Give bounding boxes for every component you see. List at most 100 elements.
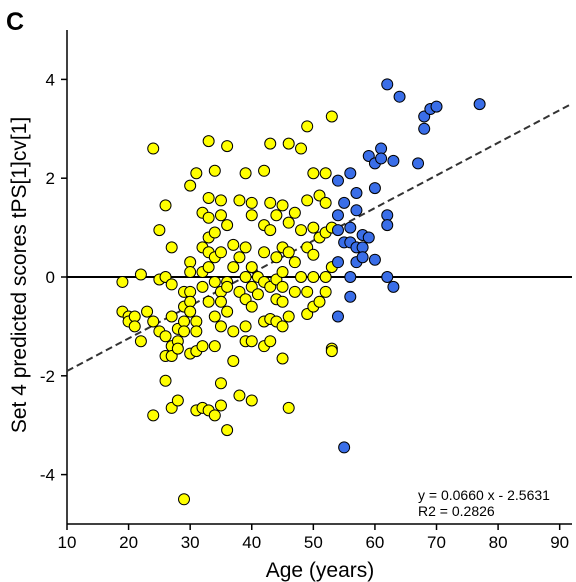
data-point-yellow: [171, 342, 184, 355]
data-point-yellow: [233, 194, 246, 207]
data-point-blue: [344, 271, 357, 283]
data-point-blue: [331, 310, 344, 323]
data-point-yellow: [128, 310, 141, 323]
data-point-yellow: [214, 295, 227, 308]
regression-r2: R2 = 0.2826: [418, 503, 495, 519]
data-point-yellow: [239, 167, 252, 180]
data-point-blue: [393, 90, 406, 103]
data-point-blue: [368, 253, 381, 266]
data-point-blue: [418, 122, 431, 135]
data-point-blue: [430, 100, 443, 113]
data-point-yellow: [282, 216, 295, 229]
data-point-yellow: [325, 110, 338, 123]
data-point-blue: [356, 241, 369, 254]
data-point-yellow: [282, 137, 295, 150]
data-point-yellow: [233, 389, 246, 402]
data-point-yellow: [214, 399, 227, 412]
data-point-yellow: [227, 325, 240, 338]
y-tick-label: -4: [40, 466, 55, 485]
data-point-yellow: [159, 374, 172, 387]
data-point-blue: [381, 271, 394, 283]
data-point-yellow: [245, 394, 258, 407]
data-point-yellow: [159, 199, 172, 212]
x-axis-label: Age (years): [266, 559, 375, 582]
data-point-blue: [381, 209, 394, 222]
data-point-yellow: [214, 320, 227, 333]
data-point-blue: [381, 219, 394, 232]
data-point-yellow: [325, 345, 338, 358]
data-point-yellow: [313, 295, 326, 308]
data-point-yellow: [147, 409, 160, 422]
y-tick-label: 2: [46, 169, 55, 188]
data-point-yellow: [221, 219, 234, 232]
data-point-yellow: [264, 224, 277, 237]
regression-line: [66, 102, 573, 372]
data-point-yellow: [307, 271, 320, 283]
data-point-yellow: [134, 268, 147, 281]
x-tick-label: 50: [304, 533, 323, 552]
data-point-blue: [338, 196, 351, 209]
data-point-yellow: [184, 266, 197, 279]
data-point-yellow: [245, 261, 258, 274]
data-point-yellow: [190, 167, 203, 180]
data-point-yellow: [153, 224, 166, 237]
data-point-yellow: [319, 196, 332, 209]
data-point-yellow: [307, 248, 320, 261]
data-point-yellow: [202, 135, 215, 148]
data-point-yellow: [239, 241, 252, 254]
data-point-yellow: [171, 394, 184, 407]
data-point-blue: [362, 231, 375, 244]
data-point-yellow: [307, 221, 320, 234]
data-point-yellow: [202, 211, 215, 224]
data-point-yellow: [288, 206, 301, 219]
x-tick-label: 60: [365, 533, 384, 552]
data-point-blue: [331, 209, 344, 222]
regression-equation: y = 0.0660 x - 2.5631: [418, 487, 550, 503]
data-point-yellow: [245, 300, 258, 313]
data-point-yellow: [165, 241, 178, 254]
panel-label: C: [6, 8, 24, 36]
y-tick-label: -2: [40, 367, 55, 386]
data-point-yellow: [208, 310, 221, 323]
data-point-yellow: [301, 285, 314, 298]
data-point-blue: [381, 78, 394, 91]
data-point-blue: [344, 167, 357, 180]
data-point-yellow: [288, 285, 301, 298]
data-point-yellow: [276, 320, 289, 333]
data-point-yellow: [165, 310, 178, 323]
data-point-yellow: [208, 226, 221, 239]
data-point-yellow: [196, 340, 209, 353]
data-point-yellow: [301, 194, 314, 207]
data-point-yellow: [288, 256, 301, 269]
data-point-yellow: [239, 271, 252, 283]
data-point-yellow: [147, 142, 160, 155]
data-point-blue: [350, 187, 363, 200]
data-point-yellow: [214, 377, 227, 390]
data-point-yellow: [282, 246, 295, 259]
data-point-yellow: [184, 285, 197, 298]
y-axis-label: Set 4 predicted scores tPS[1]cv[1]: [8, 117, 31, 433]
data-point-yellow: [264, 335, 277, 348]
data-point-yellow: [276, 266, 289, 279]
data-point-yellow: [184, 305, 197, 318]
data-point-yellow: [178, 315, 191, 328]
data-point-yellow: [178, 325, 191, 338]
x-tick-label: 20: [119, 533, 138, 552]
data-point-blue: [387, 154, 400, 167]
data-point-yellow: [227, 238, 240, 251]
data-point-yellow: [295, 271, 308, 283]
data-point-yellow: [276, 295, 289, 308]
data-point-yellow: [307, 167, 320, 180]
data-point-blue: [331, 256, 344, 269]
data-point-yellow: [208, 340, 221, 353]
data-point-blue: [412, 157, 425, 170]
data-point-yellow: [165, 278, 178, 291]
data-point-yellow: [221, 305, 234, 318]
data-point-yellow: [141, 305, 154, 318]
data-point-yellow: [202, 261, 215, 274]
data-point-yellow: [227, 261, 240, 274]
data-point-yellow: [282, 310, 295, 323]
data-point-yellow: [264, 137, 277, 150]
